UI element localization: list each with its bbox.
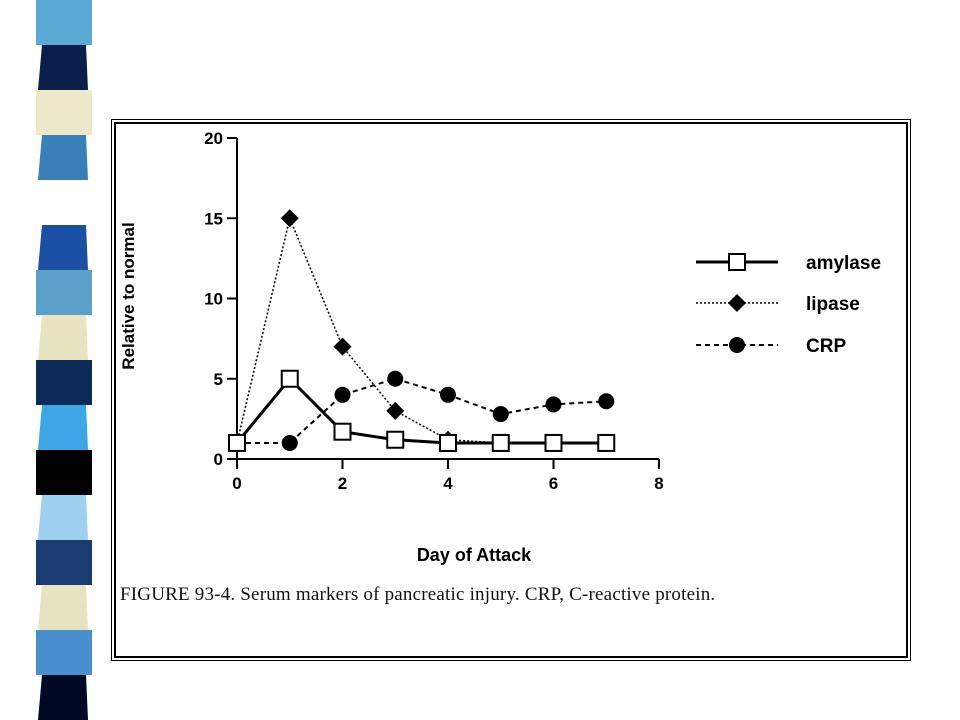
x-tick-label: 2: [338, 474, 347, 493]
x-tick-label: 0: [232, 474, 241, 493]
amylase-point: [386, 430, 405, 449]
y-tick-label: 10: [204, 290, 223, 309]
amylase-point: [597, 433, 616, 452]
legend-marker-lipase: [728, 294, 746, 312]
lipase-point: [386, 401, 405, 420]
lipase-point: [280, 209, 299, 228]
lipase-point: [333, 337, 352, 356]
x-axis-label: Day of Attack: [417, 545, 532, 565]
CRP-point: [334, 386, 351, 403]
strip-block: [32, 180, 94, 225]
CRP-point: [598, 393, 615, 410]
CRP-point: [281, 434, 298, 451]
x-tick-label: 6: [549, 474, 558, 493]
strip-margin: [92, 0, 110, 720]
strip-block: [38, 135, 88, 180]
amylase-point: [544, 433, 563, 452]
figure-caption: FIGURE 93-4. Serum markers of pancreatic…: [120, 584, 716, 605]
strip-block: [32, 450, 94, 495]
serum-markers-chart: 0 5 10 15 20 0 2 4 6 8 amylase lipase CRP Relative …: [119, 129, 881, 565]
strip-block: [32, 0, 94, 45]
CRP-point: [387, 370, 404, 387]
strip-block: [38, 675, 88, 720]
CRP-line: [237, 377, 607, 444]
amylase-point: [280, 369, 299, 388]
amylase-point: [491, 433, 510, 452]
strip-block: [32, 360, 94, 405]
y-axis-label: Relative to normal: [119, 222, 138, 369]
y-tick-label: 0: [214, 450, 223, 469]
strip-block: [32, 90, 94, 135]
strip-block: [38, 315, 88, 360]
strip-block: [32, 630, 94, 675]
amylase-point: [228, 433, 246, 452]
CRP-point: [545, 396, 562, 413]
legend-marker-amylase: [728, 253, 746, 271]
figure-frame: 0 5 10 15 20 0 2 4 6 8 amylase lipase CRP Relative …: [111, 119, 911, 661]
y-tick-label: 5: [214, 370, 223, 389]
x-tick-label: 4: [443, 474, 453, 493]
y-tick-label: 15: [204, 209, 223, 228]
strip-margin: [0, 0, 36, 720]
strip-block: [38, 45, 88, 90]
strip-block: [32, 270, 94, 315]
amylase-point: [333, 422, 352, 441]
legend-label-lipase: lipase: [806, 294, 860, 315]
strip-block: [38, 405, 88, 450]
strip-block: [32, 540, 94, 585]
legend-marker-CRP: [729, 337, 745, 353]
legend-label-amylase: amylase: [806, 253, 881, 274]
y-tick-label: 20: [204, 129, 223, 148]
strip-block: [38, 225, 88, 270]
strip-block: [38, 585, 88, 630]
lipase-line: [236, 215, 501, 444]
CRP-point: [492, 406, 509, 423]
amylase-point: [439, 433, 457, 452]
CRP-point: [440, 386, 456, 403]
legend-label-CRP: CRP: [806, 336, 846, 357]
x-tick-label: 8: [654, 474, 663, 493]
strip-block: [38, 495, 88, 540]
decorative-color-strip: [0, 0, 110, 720]
